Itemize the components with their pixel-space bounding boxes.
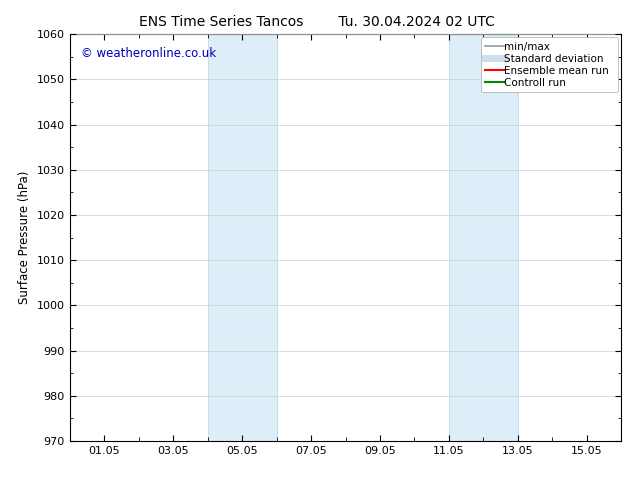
Text: ENS Time Series Tancos        Tu. 30.04.2024 02 UTC: ENS Time Series Tancos Tu. 30.04.2024 02… — [139, 15, 495, 29]
Bar — [207, 34, 276, 441]
Y-axis label: Surface Pressure (hPa): Surface Pressure (hPa) — [18, 171, 31, 304]
Text: © weatheronline.co.uk: © weatheronline.co.uk — [81, 47, 216, 59]
Legend: min/max, Standard deviation, Ensemble mean run, Controll run: min/max, Standard deviation, Ensemble me… — [481, 37, 618, 92]
Bar — [449, 34, 518, 441]
